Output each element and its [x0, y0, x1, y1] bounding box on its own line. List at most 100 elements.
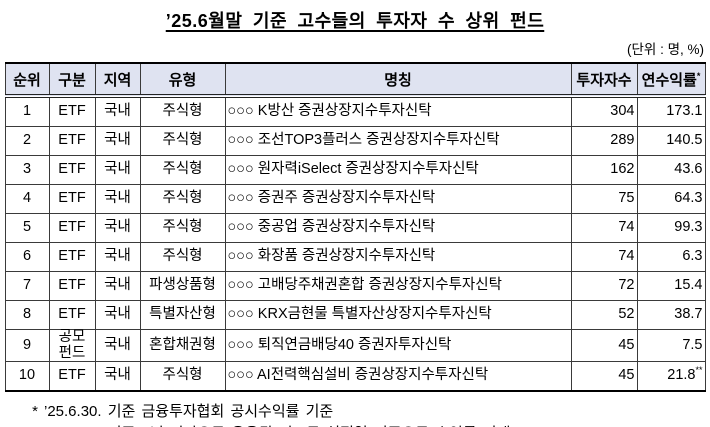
- col-header-fund-name: 명칭: [224, 62, 572, 98]
- cell-fund-name: ○○○ 조선TOP3플러스 증권상장지수투자신탁: [224, 126, 572, 156]
- cell-category: 주식형: [139, 184, 226, 214]
- annual-return-value: 64.3: [674, 190, 703, 207]
- table-row: 7 ETF 국내 파생상품형 ○○○ 고배당주채권혼합 증권상장지수투자신탁 7…: [4, 271, 706, 301]
- cell-fund-name: ○○○ 고배당주채권혼합 증권상장지수투자신탁: [224, 271, 572, 301]
- footnote-marker: *: [32, 403, 38, 421]
- cell-category: 주식형: [139, 213, 226, 243]
- annual-return-value: 99.3: [674, 219, 703, 236]
- table-header: 순위 구분 지역 유형 명칭 투자자수 연수익률*: [4, 62, 706, 98]
- header-row: 순위 구분 지역 유형 명칭 투자자수 연수익률*: [4, 62, 706, 98]
- col-header-rank: 순위: [4, 62, 50, 98]
- cell-category: 주식형: [139, 361, 226, 392]
- cell-annual-return: 6.3: [636, 242, 706, 272]
- cell-category: 특별자산형: [139, 300, 226, 330]
- cell-annual-return: 43.6: [636, 155, 706, 185]
- annual-return-value: 140.5: [666, 132, 703, 149]
- table-body: 1 ETF 국내 주식형 ○○○ K방산 증권상장지수투자신탁 304 173.…: [4, 95, 706, 392]
- cell-investors: 304: [570, 95, 638, 127]
- table-row: 10 ETF 국내 주식형 ○○○ AI전력핵심설비 증권상장지수투자신탁 45…: [4, 361, 706, 392]
- table-row: 5 ETF 국내 주식형 ○○○ 중공업 증권상장지수투자신탁 74 99.3: [4, 213, 706, 243]
- cell-annual-return: 38.7: [636, 300, 706, 330]
- table-row: 9 공모 펀드 국내 혼합채권형 ○○○ 퇴직연금배당40 증권자투자신탁 45…: [4, 328, 706, 363]
- cell-region: 국내: [94, 184, 141, 214]
- cell-type: ETF: [48, 126, 96, 156]
- annual-return-value: 7.5: [682, 336, 703, 353]
- cell-region: 국내: [94, 242, 141, 272]
- annual-return-value: 38.7: [674, 306, 703, 323]
- cell-region: 국내: [94, 155, 141, 185]
- cell-category: 주식형: [139, 155, 226, 185]
- annual-return-value: 43.6: [674, 161, 703, 178]
- col-header-category: 유형: [139, 62, 226, 98]
- cell-investors: 45: [570, 328, 638, 363]
- cell-region: 국내: [94, 213, 141, 243]
- cell-annual-return: 99.3: [636, 213, 706, 243]
- cell-rank: 1: [4, 95, 50, 127]
- cell-rank: 7: [4, 271, 50, 301]
- cell-annual-return: 173.1: [636, 95, 706, 127]
- cell-annual-return: 15.4: [636, 271, 706, 301]
- footnote-marker: **: [10, 423, 38, 427]
- cell-category: 주식형: [139, 126, 226, 156]
- cell-annual-return: 140.5: [636, 126, 706, 156]
- annual-return-value: 15.4: [674, 277, 703, 294]
- col-header-annual-return-label: 연수익률: [641, 71, 697, 89]
- table-row: 8 ETF 국내 특별자산형 ○○○ KRX금현물 특별자산상장지수투자신탁 5…: [4, 300, 706, 330]
- cell-investors: 52: [570, 300, 638, 330]
- cell-fund-name: ○○○ 원자력iSelect 증권상장지수투자신탁: [224, 155, 572, 185]
- cell-type: ETF: [48, 300, 96, 330]
- cell-fund-name: ○○○ 퇴직연금배당40 증권자투자신탁: [224, 328, 572, 363]
- cell-annual-return: 21.8**: [636, 361, 706, 392]
- footnote-ref-double-asterisk: **: [695, 365, 703, 376]
- cell-fund-name: ○○○ K방산 증권상장지수투자신탁: [224, 95, 572, 127]
- table-row: 3 ETF 국내 주식형 ○○○ 원자력iSelect 증권상장지수투자신탁 1…: [4, 155, 706, 185]
- table-row: 1 ETF 국내 주식형 ○○○ K방산 증권상장지수투자신탁 304 173.…: [4, 95, 706, 127]
- cell-fund-name: ○○○ 증권주 증권상장지수투자신탁: [224, 184, 572, 214]
- cell-region: 국내: [94, 126, 141, 156]
- cell-type: ETF: [48, 184, 96, 214]
- cell-region: 국내: [94, 328, 141, 363]
- top-funds-table: 순위 구분 지역 유형 명칭 투자자수 연수익률* 1 ETF 국내 주식형 ○…: [4, 62, 706, 393]
- cell-type: ETF: [48, 95, 96, 127]
- cell-rank: 10: [4, 361, 50, 392]
- footnote-ref-asterisk: *: [696, 70, 701, 81]
- cell-annual-return: 7.5: [636, 328, 706, 363]
- cell-fund-name: ○○○ 중공업 증권상장지수투자신탁: [224, 213, 572, 243]
- cell-investors: 74: [570, 242, 638, 272]
- cell-type: ETF: [48, 361, 96, 392]
- cell-category: 파생상품형: [139, 271, 226, 301]
- page-title: ’25.6월말 기준 고수들의 투자자 수 상위 펀드: [165, 11, 545, 31]
- cell-rank: 5: [4, 213, 50, 243]
- cell-fund-name: ○○○ AI전력핵심설비 증권상장지수투자신탁: [224, 361, 572, 392]
- cell-investors: 45: [570, 361, 638, 392]
- cell-fund-name: ○○○ 화장품 증권상장지수투자신탁: [224, 242, 572, 272]
- cell-category: 혼합채권형: [139, 328, 226, 363]
- col-header-region: 지역: [94, 62, 141, 98]
- cell-type: ETF: [48, 271, 96, 301]
- cell-investors: 72: [570, 271, 638, 301]
- footnote-2: ** ’25.6.30. 기준 1년 미만으로 운용된 펀드로 설정일 기준으로…: [10, 423, 710, 427]
- annual-return-value: 173.1: [666, 103, 703, 120]
- cell-region: 국내: [94, 361, 141, 392]
- cell-region: 국내: [94, 95, 141, 127]
- footnote-1: * ’25.6.30. 기준 금융투자협회 공시수익률 기준: [10, 401, 710, 423]
- cell-rank: 4: [4, 184, 50, 214]
- cell-rank: 2: [4, 126, 50, 156]
- cell-region: 국내: [94, 271, 141, 301]
- cell-type: ETF: [48, 242, 96, 272]
- cell-investors: 162: [570, 155, 638, 185]
- footnote-text: ’25.6.30. 기준 1년 미만으로 운용된 펀드로 설정일 기준으로 수익…: [44, 423, 510, 427]
- cell-category: 주식형: [139, 95, 226, 127]
- annual-return-value: 6.3: [682, 248, 703, 265]
- table-row: 6 ETF 국내 주식형 ○○○ 화장품 증권상장지수투자신탁 74 6.3: [4, 242, 706, 272]
- cell-investors: 75: [570, 184, 638, 214]
- title-row: ’25.6월말 기준 고수들의 투자자 수 상위 펀드: [0, 0, 710, 33]
- annual-return-value: 21.8: [667, 367, 696, 384]
- col-header-annual-return: 연수익률*: [636, 62, 706, 98]
- cell-annual-return: 64.3: [636, 184, 706, 214]
- cell-type: ETF: [48, 155, 96, 185]
- cell-rank: 6: [4, 242, 50, 272]
- cell-type: 공모 펀드: [48, 328, 96, 363]
- table-row: 4 ETF 국내 주식형 ○○○ 증권주 증권상장지수투자신탁 75 64.3: [4, 184, 706, 214]
